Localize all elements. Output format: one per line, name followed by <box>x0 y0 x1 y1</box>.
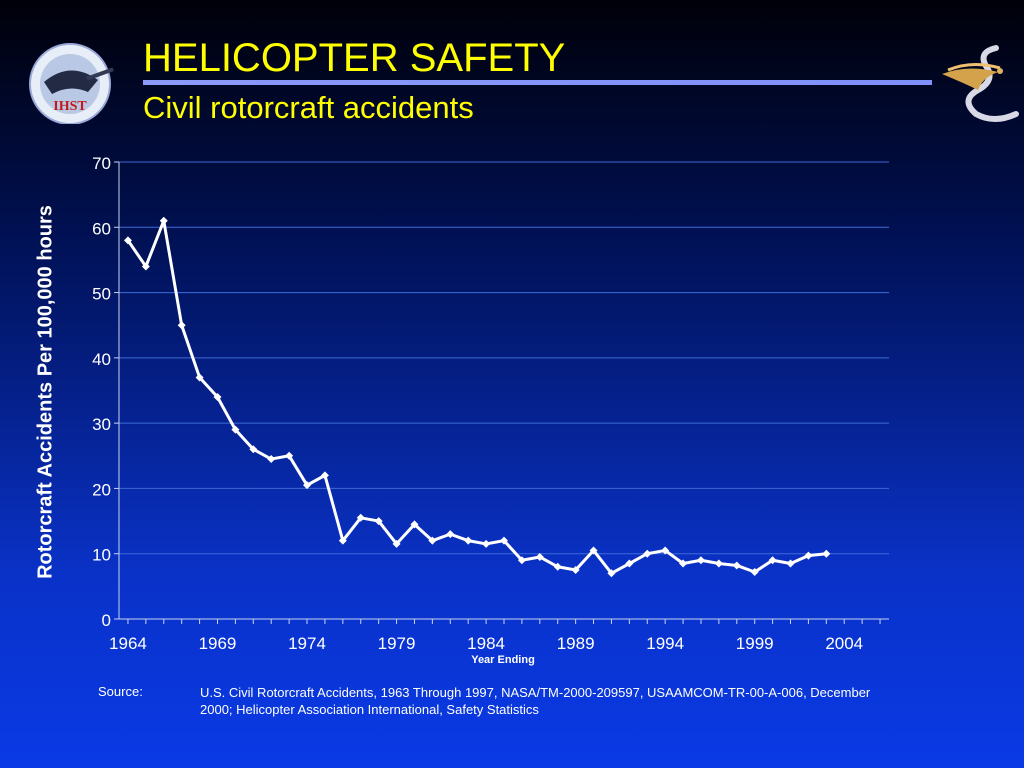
data-point <box>482 539 491 548</box>
data-point <box>159 216 168 225</box>
data-point <box>303 481 312 490</box>
data-point <box>768 556 777 565</box>
data-point <box>571 566 580 575</box>
data-point <box>517 556 526 565</box>
x-axis-label: Year Ending <box>471 654 535 666</box>
data-point <box>356 513 365 522</box>
data-point <box>786 559 795 568</box>
source-label: Source: <box>98 684 143 699</box>
data-point <box>464 536 473 545</box>
data-point <box>410 520 419 529</box>
data-point <box>177 321 186 330</box>
data-point <box>249 445 258 454</box>
data-point <box>231 425 240 434</box>
data-point <box>213 393 222 402</box>
data-point <box>625 559 634 568</box>
data-point <box>428 536 437 545</box>
data-point <box>392 539 401 548</box>
x-tick-label: 1994 <box>646 634 684 653</box>
data-point <box>589 546 598 555</box>
ihst-logo-text: IHST <box>53 99 87 114</box>
y-tick-label: 10 <box>92 546 111 565</box>
x-tick-label: 1974 <box>288 634 326 653</box>
data-point <box>285 451 294 460</box>
data-point <box>374 517 383 526</box>
y-axis-label: Rotorcraft Accidents Per 100,000 hours <box>34 205 57 579</box>
data-point <box>320 471 329 480</box>
data-point <box>141 262 150 271</box>
y-tick-label: 60 <box>92 219 111 238</box>
data-point <box>804 551 813 560</box>
data-point <box>607 569 616 578</box>
x-tick-label: 1984 <box>467 634 505 653</box>
x-tick-label: 1979 <box>378 634 416 653</box>
x-tick-label: 1999 <box>736 634 774 653</box>
y-tick-label: 0 <box>102 611 111 630</box>
data-point <box>822 549 831 558</box>
x-tick-label: 2004 <box>825 634 863 653</box>
series-line <box>126 219 827 575</box>
data-point <box>643 549 652 558</box>
title-rule <box>143 80 932 85</box>
data-point <box>696 556 705 565</box>
data-point <box>679 559 688 568</box>
x-tick-label: 1964 <box>109 634 147 653</box>
bird-s-logo <box>942 45 1019 122</box>
y-tick-label: 70 <box>92 154 111 173</box>
y-tick-label: 50 <box>92 285 111 304</box>
data-point <box>714 559 723 568</box>
data-point <box>338 536 347 545</box>
data-point <box>535 552 544 561</box>
slide-title: HELICOPTER SAFETY <box>143 36 566 80</box>
data-point <box>123 236 132 245</box>
y-tick-label: 20 <box>92 480 111 499</box>
slide-subtitle: Civil rotorcraft accidents <box>143 90 474 125</box>
data-point <box>446 530 455 539</box>
source-text: U.S. Civil Rotorcraft Accidents, 1963 Th… <box>200 685 871 717</box>
data-point <box>661 546 670 555</box>
data-point <box>732 561 741 570</box>
y-tick-label: 40 <box>92 350 111 369</box>
data-point <box>553 562 562 571</box>
x-tick-label: 1969 <box>199 634 237 653</box>
y-tick-label: 30 <box>92 415 111 434</box>
x-tick-label: 1989 <box>557 634 595 653</box>
data-point <box>267 455 276 464</box>
ihst-logo: IHST <box>29 43 114 124</box>
data-point <box>195 373 204 382</box>
data-point <box>750 567 759 576</box>
data-point <box>500 536 508 545</box>
